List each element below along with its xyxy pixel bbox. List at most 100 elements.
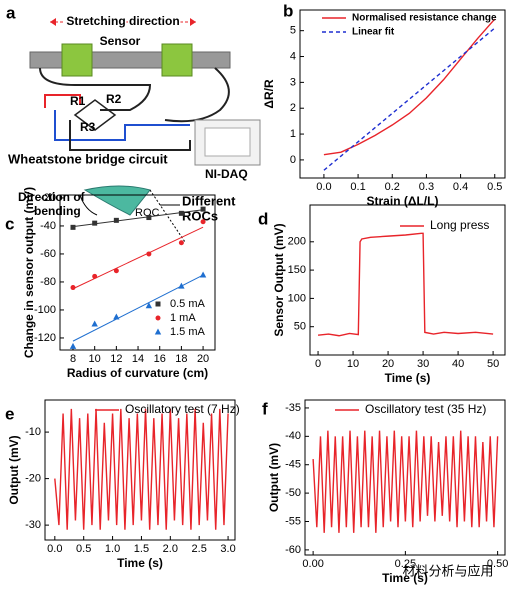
point xyxy=(69,342,77,349)
x-axis-label: Time (s) xyxy=(117,556,163,570)
y-tick-label: -50 xyxy=(285,487,301,499)
inset-direction: Direction of xyxy=(18,190,86,204)
line-series xyxy=(317,232,494,337)
x-tick-label: 0.0 xyxy=(316,181,331,193)
x-tick-label: 0.50 xyxy=(487,558,508,570)
point xyxy=(113,313,120,320)
point xyxy=(92,273,98,279)
point xyxy=(178,210,184,216)
bending-inset: Direction of bending ROC Different ROCs xyxy=(18,185,236,243)
fit-line xyxy=(72,226,204,290)
legend-marker xyxy=(155,315,161,321)
y-tick-label: 200 xyxy=(288,236,306,248)
x-tick-label: 0.0 xyxy=(47,543,62,555)
legend-label: Normalised resistance change xyxy=(352,13,497,24)
legend-marker xyxy=(155,301,161,307)
legend-label: 1 mA xyxy=(170,312,196,324)
bend-arrow xyxy=(79,194,98,216)
y-axis-label: Output (mV) xyxy=(267,443,281,512)
y-tick-label: -10 xyxy=(25,426,41,438)
r2-label: R2 xyxy=(106,92,122,106)
point xyxy=(178,282,185,289)
x-axis-label: Time (s) xyxy=(382,571,428,585)
y-tick-label: -20 xyxy=(40,192,56,204)
x-axis-label: Time (s) xyxy=(385,371,431,385)
x-axis-label: Strain (ΔL/L) xyxy=(367,194,439,208)
x-tick-label: 14 xyxy=(132,353,144,365)
y-tick-label: 150 xyxy=(288,264,306,276)
plot-frame xyxy=(309,204,506,356)
stretch-label: Stretching direction xyxy=(66,14,179,28)
bridge-label: Wheatstone bridge circuit xyxy=(8,151,168,166)
panel-label: b xyxy=(283,1,293,20)
y-tick-label: -30 xyxy=(25,519,41,531)
legend-label: Long press xyxy=(430,218,489,232)
panel-label: e xyxy=(5,404,14,423)
x-tick-label: 18 xyxy=(175,353,187,365)
x-tick-label: 10 xyxy=(347,358,359,370)
y-axis-label: Sensor Output (mV) xyxy=(272,223,286,336)
daq-front xyxy=(204,127,251,157)
point xyxy=(146,251,152,257)
x-tick-label: 12 xyxy=(110,353,122,365)
x-tick-label: 0.5 xyxy=(76,543,91,555)
point xyxy=(145,302,153,309)
y-tick-label: -40 xyxy=(40,220,56,232)
y-tick-label: -35 xyxy=(285,402,301,414)
y-tick-label: -80 xyxy=(40,276,56,288)
y-axis-label: Change in sensor output (mV) xyxy=(22,187,36,358)
x-tick-label: 0.3 xyxy=(419,181,434,193)
plot-frame xyxy=(299,9,506,179)
panel-label: c xyxy=(5,214,14,233)
legend-label: Linear fit xyxy=(352,27,395,38)
inset-rocs: Different xyxy=(182,193,236,208)
x-tick-label: 1.5 xyxy=(134,543,149,555)
legend-label: Oscillatory test (35 Hz) xyxy=(365,402,486,416)
panel-label: d xyxy=(258,209,268,228)
radius xyxy=(149,189,186,243)
x-tick-label: 2.0 xyxy=(163,543,178,555)
clamp xyxy=(61,43,93,77)
x-tick-label: 30 xyxy=(417,358,429,370)
point xyxy=(178,240,184,246)
point xyxy=(91,320,98,327)
x-tick-label: 0.2 xyxy=(385,181,400,193)
y-axis-label: Output (mV) xyxy=(7,435,21,504)
x-tick-label: 0.25 xyxy=(395,558,416,570)
plot-frame xyxy=(304,399,506,556)
line-series xyxy=(54,408,229,530)
r3-label: R3 xyxy=(80,120,96,134)
plot-frame xyxy=(44,399,236,541)
point xyxy=(200,206,206,212)
y-axis-label: ΔR/R xyxy=(262,79,276,109)
y-tick-label: -55 xyxy=(285,515,301,527)
line-series xyxy=(312,430,499,533)
y-tick-label: -100 xyxy=(34,304,56,316)
daq-label: NI-DAQ xyxy=(205,167,248,181)
sensor-label: Sensor xyxy=(100,34,141,48)
y-tick-label: -40 xyxy=(285,430,301,442)
x-tick-label: 0 xyxy=(315,358,321,370)
y-tick-label: -45 xyxy=(285,459,301,471)
sensor-body xyxy=(29,51,231,69)
clamp xyxy=(161,43,193,77)
legend-label: 0.5 mA xyxy=(170,298,206,310)
x-tick-label: 20 xyxy=(197,353,209,365)
y-tick-label: 4 xyxy=(290,50,296,62)
point xyxy=(199,271,207,278)
legend-label: 1.5 mA xyxy=(170,326,206,338)
x-tick-label: 8 xyxy=(70,353,76,365)
x-tick-label: 0.5 xyxy=(487,181,502,193)
y-tick-label: 3 xyxy=(290,76,296,88)
r1-label: R1 xyxy=(70,94,86,108)
point xyxy=(113,217,119,223)
y-tick-label: 5 xyxy=(290,25,296,37)
point xyxy=(200,219,206,225)
x-tick-label: 3.0 xyxy=(220,543,235,555)
x-tick-label: 0.1 xyxy=(350,181,365,193)
y-tick-label: 2 xyxy=(290,102,296,114)
x-axis-label: Radius of curvature (cm) xyxy=(67,366,208,380)
y-tick-label: 100 xyxy=(288,292,306,304)
watermark: 材料分析与应用 xyxy=(402,563,493,578)
